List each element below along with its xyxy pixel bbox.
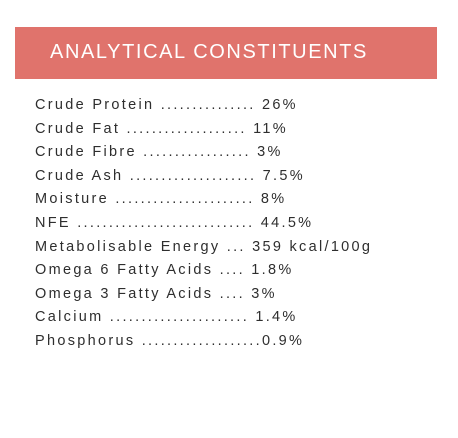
constituent-row: Metabolisable Energy ... 359 kcal/100g <box>35 238 373 255</box>
constituent-row: Crude Fat ................... 11% <box>35 120 288 137</box>
constituent-row: Crude Fibre ................. 3% <box>35 144 283 161</box>
constituent-row: Crude Protein ............... 26% <box>35 97 298 113</box>
constituent-row: Calcium ...................... 1.4% <box>35 309 298 326</box>
constituent-row: NFE ............................ 44.5% <box>35 214 314 231</box>
constituent-row: Crude Ash .................... 7.5% <box>35 167 305 184</box>
constituent-list: Crude Protein ............... 26% Crude F… <box>35 94 372 354</box>
constituent-row: Moisture ...................... 8% <box>35 191 287 208</box>
header-title: ANALYTICAL CONSTITUENTS <box>50 41 368 63</box>
constituent-row: Phosphorus ...................0.9% <box>35 332 305 349</box>
constituent-row: Omega 6 Fatty Acids .... 1.8% <box>35 262 294 279</box>
constituent-row: Omega 3 Fatty Acids .... 3% <box>35 285 277 302</box>
header-band: ANALYTICAL CONSTITUENTS <box>15 27 437 79</box>
